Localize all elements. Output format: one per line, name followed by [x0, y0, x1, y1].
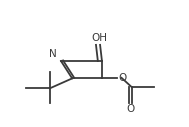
Text: O: O	[126, 105, 135, 115]
Text: O: O	[119, 73, 127, 83]
Text: N: N	[49, 49, 56, 59]
Text: OH: OH	[91, 33, 107, 43]
